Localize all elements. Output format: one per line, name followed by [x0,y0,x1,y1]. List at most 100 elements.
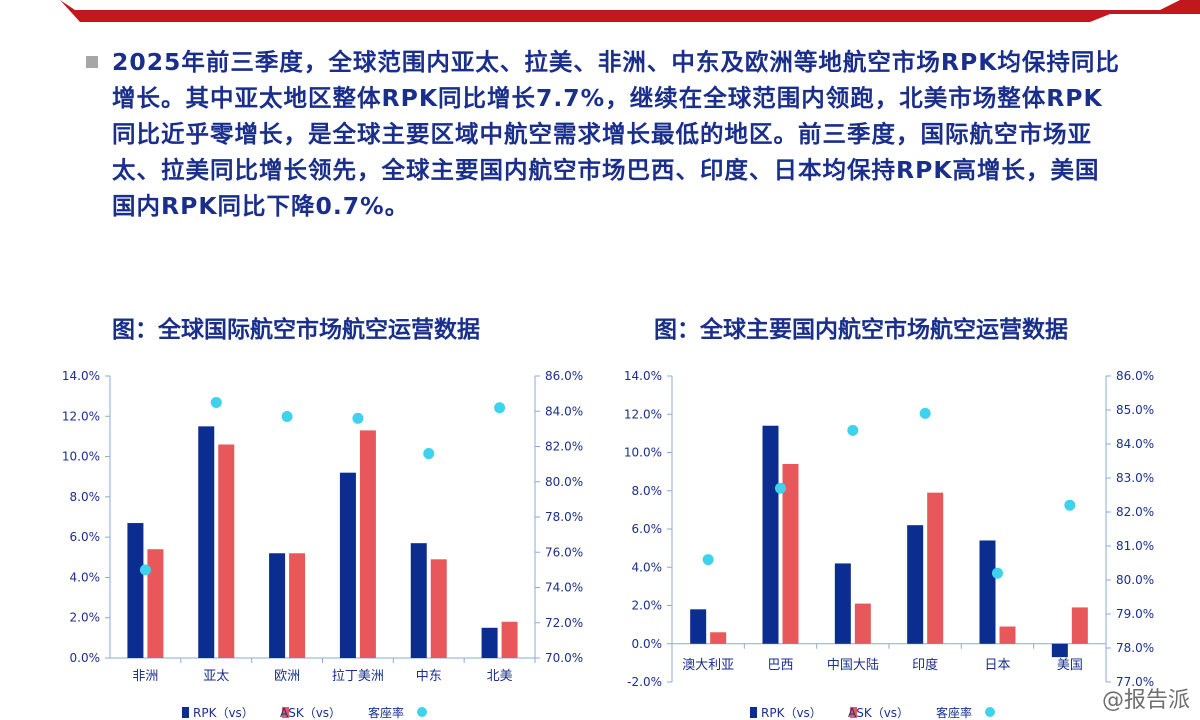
category-label: 拉丁美洲 [332,669,384,684]
load-factor-point [919,407,931,419]
legend-swatch-lf [985,707,995,717]
load-factor-point [139,564,151,576]
right-tick-label: 70.0% [545,651,583,665]
top-banner [60,0,1200,22]
right-tick-label: 76.0% [545,545,583,559]
left-tick-label: 0.0% [70,651,101,665]
right-tick-label: 78.0% [1116,641,1154,655]
left-tick-label: 12.0% [624,407,662,421]
category-label: 非洲 [132,669,158,684]
rpk-bar [410,543,427,658]
legend-label-rpk: RPK（vs） [761,706,822,720]
left-tick-label: 0.0% [632,637,663,651]
left-tick-label: 4.0% [70,570,101,584]
left-tick-label: 8.0% [632,484,663,498]
legend-label-lf: 客座率 [368,705,404,720]
domestic-chart: -2.0% 0.0% 2.0% 4.0% 6.0% 8.0% 10.0% 12.0% 14.0%… [624,369,1154,720]
load-factor-point [1064,499,1076,511]
right-tick-label: 84.0% [545,404,583,418]
rpk-bar [690,609,707,644]
rpk-bar [198,426,215,658]
rpk-bar [269,553,286,658]
legend-swatch-rpk [182,707,189,718]
category-label: 澳大利亚 [682,657,734,673]
right-tick-label: 84.0% [1116,437,1154,451]
category-label: 美国 [1057,658,1083,673]
summary-paragraph: 2025年前三季度，全球范围内亚太、拉美、非洲、中东及欧洲等地航空市场RPK均保… [112,48,1120,220]
ask-bar [1071,607,1088,644]
right-tick-label: 82.0% [545,440,583,454]
left-tick-label: 6.0% [70,530,101,544]
ask-bar [430,559,447,658]
ask-bar [710,632,727,644]
right-tick-label: 80.0% [1116,573,1154,587]
left-tick-label: 2.0% [70,611,101,625]
category-label: 欧洲 [274,669,300,684]
legend-label-lf: 客座率 [936,705,972,720]
category-label: 中国大陆 [827,657,879,673]
left-tick-label: 8.0% [70,490,101,504]
right-tick-label: 86.0% [1116,369,1154,383]
left-tick-label: 14.0% [624,369,662,383]
load-factor-point [992,567,1003,579]
load-factor-point [702,554,714,566]
legend-label-ask: ASK（vs） [848,706,909,720]
ask-bar [999,626,1016,644]
load-factor-point [281,411,293,423]
ask-bar [147,549,164,658]
category-label: 印度 [912,657,938,673]
bullet-square [86,56,98,68]
ask-bar [927,492,944,644]
left-tick-label: -2.0% [627,675,662,689]
international-chart: 0.0% 2.0% 4.0% 6.0% 8.0% 10.0% 12.0% 14.0% 70.0%… [62,369,583,720]
rpk-bar [979,540,996,644]
right-tick-label: 85.0% [1116,403,1154,417]
legend-label-rpk: RPK（vs） [193,706,254,720]
top-banner-white-band [60,0,1180,10]
legend-label-ask: ASK（vs） [280,706,341,720]
ask-bar [501,621,518,658]
legend-swatch-rpk [750,707,757,718]
right-tick-label: 81.0% [1116,539,1154,553]
load-factor-point [423,448,435,460]
load-factor-point [847,424,859,436]
ask-bar [289,553,306,658]
category-label: 亚太 [203,669,229,684]
ask-bar [359,430,376,658]
legend-swatch-ask [850,707,857,718]
rpk-bar [1051,643,1068,658]
rpk-bar [907,525,924,644]
rpk-bar [834,563,851,644]
right-tick-label: 72.0% [545,616,583,630]
ask-bar [782,463,799,644]
right-tick-label: 74.0% [545,581,583,595]
chart-title-international: 图：全球国际航空市场航空运营数据 [112,317,480,343]
left-tick-label: 10.0% [62,450,100,464]
rpk-bar [127,523,144,658]
rpk-bar [339,472,356,658]
right-tick-label: 77.0% [1116,675,1154,689]
load-factor-point [210,396,222,408]
left-tick-label: 14.0% [62,369,100,383]
watermark: @报告派 [1101,688,1190,713]
category-label: 中东 [416,669,442,684]
category-label: 巴西 [767,658,793,673]
ask-bar [218,444,235,658]
category-label: 北美 [487,669,513,684]
load-factor-point [775,482,786,494]
chart-title-domestic: 图：全球主要国内航空市场航空运营数据 [654,317,1068,343]
left-tick-label: 6.0% [632,522,663,536]
left-tick-label: 4.0% [632,560,663,574]
legend-swatch-lf [417,707,427,717]
ask-bar [854,603,871,644]
right-tick-label: 78.0% [545,510,583,524]
right-tick-label: 83.0% [1116,471,1154,485]
right-tick-label: 79.0% [1116,607,1154,621]
load-factor-point [494,402,506,414]
rpk-bar [481,627,498,658]
right-tick-label: 82.0% [1116,505,1154,519]
load-factor-point [352,412,364,424]
rpk-bar [762,425,779,644]
legend-swatch-ask [282,707,289,718]
left-tick-label: 10.0% [624,446,662,460]
